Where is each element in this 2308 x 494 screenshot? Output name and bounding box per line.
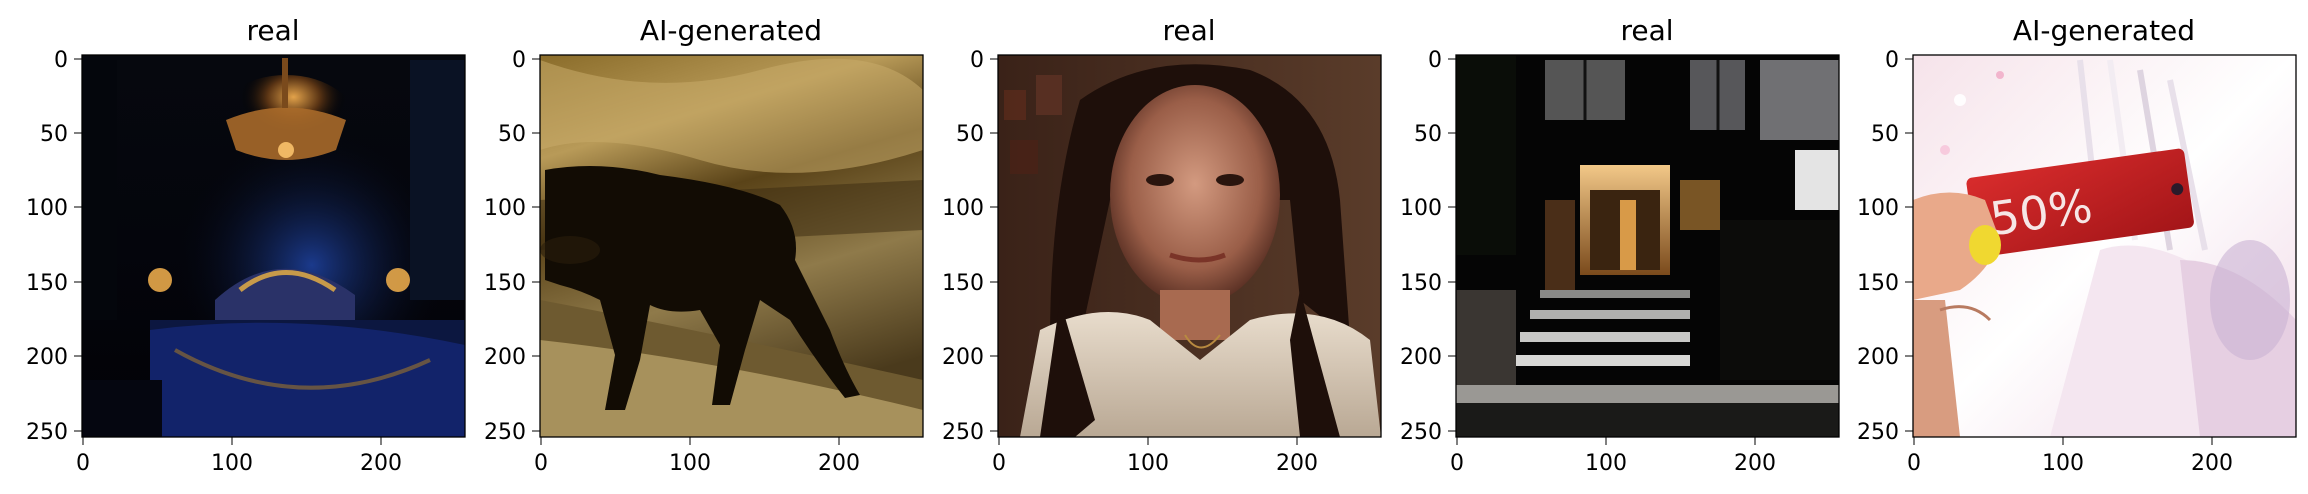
panel-2: AI-generated 0 50 100 150 200 25 [484,14,924,476]
y-tick-label: 250 [26,420,68,445]
y-tick-label: 150 [1857,271,1899,296]
x-tick-label: 0 [992,451,1006,476]
panel-image [82,55,465,437]
x-tick-label: 200 [360,451,402,476]
panel-title: AI-generated [2013,14,2195,47]
y-tick-label: 250 [1400,420,1442,445]
x-tick-label: 0 [1450,451,1464,476]
y-axis: 0 50 100 150 200 250 [1400,48,1456,445]
panel-title: AI-generated [640,14,822,47]
x-axis: 0 100 200 [1907,437,2233,476]
panel-3: real 0 [942,14,1382,476]
x-tick-label: 100 [211,451,253,476]
panel-image [1456,55,1839,437]
x-tick-label: 100 [1127,451,1169,476]
x-axis: 0 100 200 [1450,437,1776,476]
x-tick-label: 200 [1734,451,1776,476]
y-tick-label: 50 [1871,122,1899,147]
y-axis: 0 50 100 150 200 250 [484,48,540,445]
x-axis: 0 100 200 [534,437,860,476]
y-tick-label: 0 [1428,48,1442,73]
y-tick-label: 250 [942,420,984,445]
y-tick-label: 200 [484,345,526,370]
y-tick-label: 200 [1400,345,1442,370]
y-tick-label: 200 [26,345,68,370]
y-axis: 0 50 100 150 200 250 [26,48,82,445]
panel-image [998,55,1381,437]
y-tick-label: 100 [942,196,984,221]
y-tick-label: 100 [26,196,68,221]
y-tick-label: 0 [512,48,526,73]
y-tick-label: 0 [1885,48,1899,73]
x-tick-label: 100 [1585,451,1627,476]
y-tick-label: 0 [54,48,68,73]
y-tick-label: 200 [942,345,984,370]
y-tick-label: 200 [1857,345,1899,370]
panel-title: real [1620,14,1673,47]
panel-4: real [1400,14,1840,476]
y-tick-label: 250 [1857,420,1899,445]
y-tick-label: 0 [970,48,984,73]
x-tick-label: 100 [2042,451,2084,476]
y-tick-label: 50 [498,122,526,147]
y-tick-label: 150 [26,271,68,296]
x-axis: 0 100 200 [992,437,1318,476]
y-tick-label: 150 [484,271,526,296]
x-tick-label: 0 [76,451,90,476]
panel-title: real [246,14,299,47]
panel-title: real [1162,14,1215,47]
x-tick-label: 0 [534,451,548,476]
y-tick-label: 50 [1414,122,1442,147]
y-tick-label: 150 [1400,271,1442,296]
x-tick-label: 0 [1907,451,1921,476]
x-tick-label: 200 [2191,451,2233,476]
panel-5: AI-generated 50% [1857,14,2297,476]
y-tick-label: 150 [942,271,984,296]
panel-image: 50% [1913,55,2296,437]
y-tick-label: 250 [484,420,526,445]
y-axis: 0 50 100 150 200 250 [942,48,998,445]
y-tick-label: 100 [1400,196,1442,221]
y-tick-label: 100 [484,196,526,221]
panel-1: real 0 [26,14,466,476]
y-tick-label: 100 [1857,196,1899,221]
x-tick-label: 100 [669,451,711,476]
y-axis: 0 50 100 150 200 250 [1857,48,1913,445]
y-tick-label: 50 [40,122,68,147]
y-tick-label: 50 [956,122,984,147]
x-tick-label: 200 [818,451,860,476]
panel-image [540,55,923,437]
x-tick-label: 200 [1276,451,1318,476]
x-axis: 0 100 200 [76,437,402,476]
